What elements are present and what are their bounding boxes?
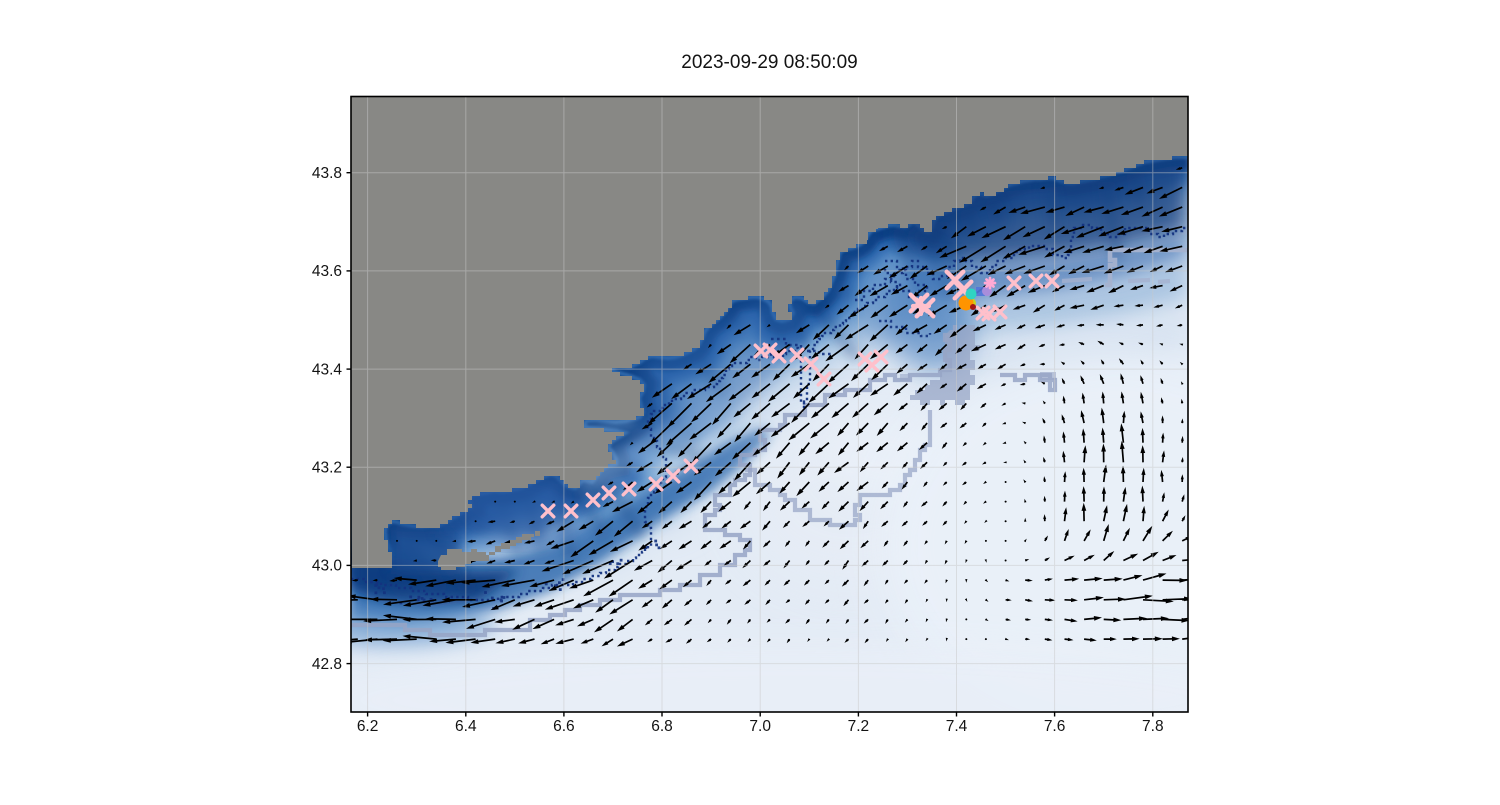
svg-text:6.4: 6.4 bbox=[455, 718, 477, 735]
svg-text:7.8: 7.8 bbox=[1142, 718, 1164, 735]
svg-text:43.6: 43.6 bbox=[312, 263, 342, 280]
svg-text:7.2: 7.2 bbox=[848, 718, 870, 735]
svg-text:43.2: 43.2 bbox=[312, 459, 342, 476]
svg-text:43.8: 43.8 bbox=[312, 165, 342, 182]
svg-text:43.4: 43.4 bbox=[312, 361, 343, 378]
svg-text:43.0: 43.0 bbox=[312, 558, 343, 575]
svg-text:42.8: 42.8 bbox=[312, 656, 342, 673]
svg-text:2023-09-29 08:50:09: 2023-09-29 08:50:09 bbox=[681, 52, 857, 73]
svg-text:6.6: 6.6 bbox=[553, 718, 575, 735]
svg-text:7.4: 7.4 bbox=[946, 718, 968, 735]
svg-text:6.2: 6.2 bbox=[357, 718, 379, 735]
svg-text:7.6: 7.6 bbox=[1044, 718, 1066, 735]
svg-text:6.8: 6.8 bbox=[651, 718, 673, 735]
svg-text:7.0: 7.0 bbox=[749, 718, 771, 735]
